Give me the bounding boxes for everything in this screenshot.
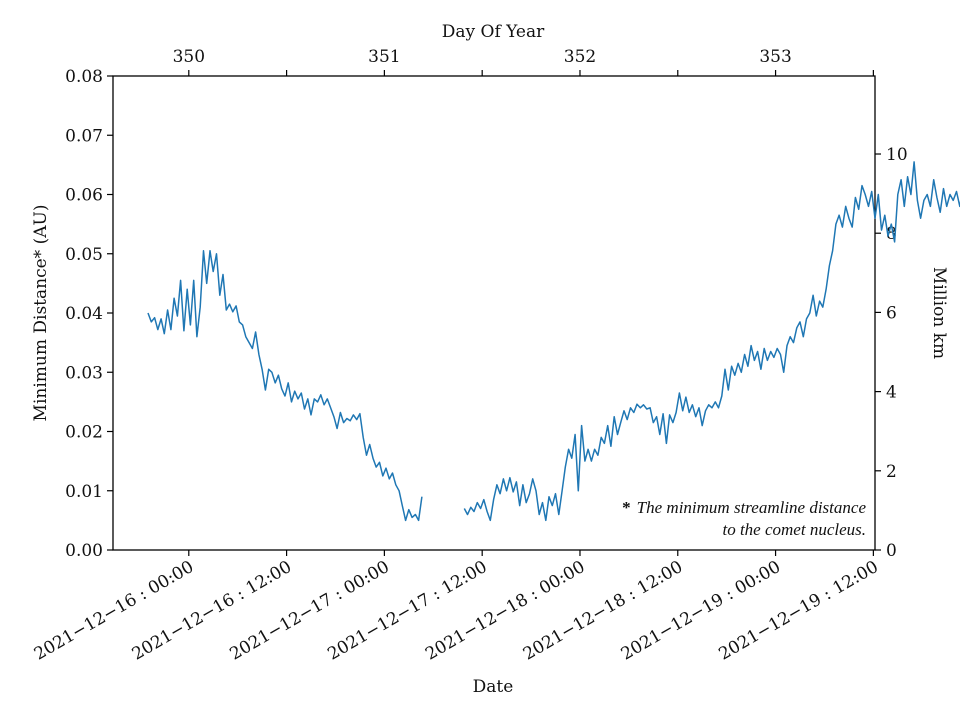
- top-axis-title: Day Of Year: [442, 22, 545, 42]
- right-tick-label: 0: [886, 541, 897, 561]
- left-tick-label: 0.01: [65, 482, 103, 502]
- annotation-star: *: [622, 498, 631, 517]
- bottom-tick-label: 2021−12−18 : 12:00: [520, 557, 686, 665]
- top-tick-label: 352: [564, 47, 596, 67]
- left-axis-title: Minimum Distance* (AU): [31, 205, 51, 422]
- left-tick-label: 0.00: [65, 541, 103, 561]
- left-tick-label: 0.06: [65, 186, 103, 206]
- annotation-line-1: * The minimum streamline distance: [622, 498, 866, 517]
- left-tick-label: 0.08: [65, 67, 103, 87]
- left-tick-label: 0.05: [65, 245, 103, 265]
- series-layer: [147, 161, 960, 522]
- series-line-segment-2: [463, 161, 960, 522]
- bottom-tick-label: 2021−12−17 : 12:00: [324, 557, 490, 665]
- bottom-axis-title: Date: [473, 677, 514, 697]
- right-tick-label: 10: [886, 145, 908, 165]
- left-tick-label: 0.07: [65, 126, 103, 146]
- top-tick-label: 353: [759, 47, 791, 67]
- plot-frame: [112, 75, 876, 551]
- left-tick-label: 0.03: [65, 363, 103, 383]
- right-tick-label: 2: [886, 462, 897, 482]
- series-line-segment-1: [147, 250, 423, 522]
- right-tick-label: 8: [886, 224, 897, 244]
- bottom-tick-label: 2021−12−16 : 00:00: [31, 557, 197, 665]
- left-tick-label: 0.04: [65, 304, 103, 324]
- top-tick-label: 350: [173, 47, 205, 67]
- bottom-tick-label: 2021−12−18 : 00:00: [422, 557, 588, 665]
- right-tick-label: 6: [886, 303, 897, 323]
- bottom-tick-label: 2021−12−19 : 00:00: [618, 557, 784, 665]
- right-tick-label: 4: [886, 383, 897, 403]
- bottom-tick-label: 2021−12−17 : 00:00: [227, 557, 393, 665]
- bottom-tick-label: 2021−12−19 : 12:00: [716, 557, 882, 665]
- left-tick-label: 0.02: [65, 423, 103, 443]
- right-axis-title: Million km: [929, 267, 949, 359]
- annotation-line-2: to the comet nucleus.: [722, 520, 866, 539]
- bottom-tick-label: 2021−12−16 : 12:00: [129, 557, 295, 665]
- top-tick-label: 351: [368, 47, 400, 67]
- annotation-text-1: The minimum streamline distance: [637, 498, 867, 517]
- ticks-layer: 0.00 0.01 0.02 0.03 0.04 0.05 0.06 0.07 0.08 0 2 4 6…: [31, 47, 908, 665]
